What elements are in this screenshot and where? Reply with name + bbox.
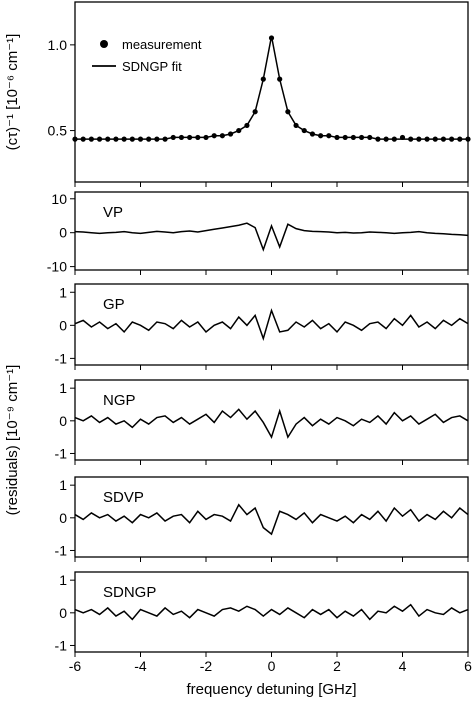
legend-label: SDNGP fit [122,59,182,74]
y-tick-label: 0 [59,605,67,621]
plot-frame [74,1,469,183]
panel-label: SDVP [103,489,144,506]
y-axis-label: (cτ)⁻¹ [10⁻⁶ cm⁻¹] [4,34,21,151]
panel-label: NGP [103,392,136,409]
y-axis-label: (residuals) [10⁻⁹ cm⁻¹] [4,365,21,516]
data-line [74,408,469,440]
y-tick-label: -1 [55,350,68,366]
plot-frame [74,283,469,366]
y-tick-label: 0.5 [48,123,68,139]
y-tick-label: 0 [59,510,67,526]
x-tick-label: -6 [69,658,82,674]
data-line [74,308,469,341]
y-tick-label: -10 [47,259,67,275]
x-tick-label: -4 [134,658,147,674]
x-tick-label: 4 [399,658,407,674]
y-tick-label: 1 [59,572,67,588]
panel-label: SDNGP [103,584,156,601]
panel-label: VP [103,204,123,221]
y-tick-label: -1 [55,445,68,461]
x-tick-label: -2 [200,658,213,674]
legend-marker [100,40,108,48]
y-tick-label: 1.0 [48,37,68,53]
data-line [74,503,469,536]
y-tick-label: 0 [59,413,67,429]
y-tick-label: 1 [59,380,67,396]
legend-label: measurement [122,37,202,52]
y-tick-label: -1 [55,542,68,558]
x-tick-label: 0 [268,658,276,674]
y-tick-label: 0 [59,317,67,333]
data-line [74,222,469,252]
data-line [74,603,469,621]
data-line [75,36,468,140]
y-tick-label: -1 [55,637,68,653]
y-tick-label: 1 [59,477,67,493]
y-tick-label: 1 [59,284,67,300]
y-tick-label: 0 [59,225,67,241]
x-tick-label: 6 [464,658,472,674]
panel-label: GP [103,296,125,313]
x-axis-label: frequency detuning [GHz] [186,681,356,698]
x-tick-label: 2 [333,658,341,674]
plot-frame [74,191,469,271]
y-tick-label: 10 [51,191,67,207]
